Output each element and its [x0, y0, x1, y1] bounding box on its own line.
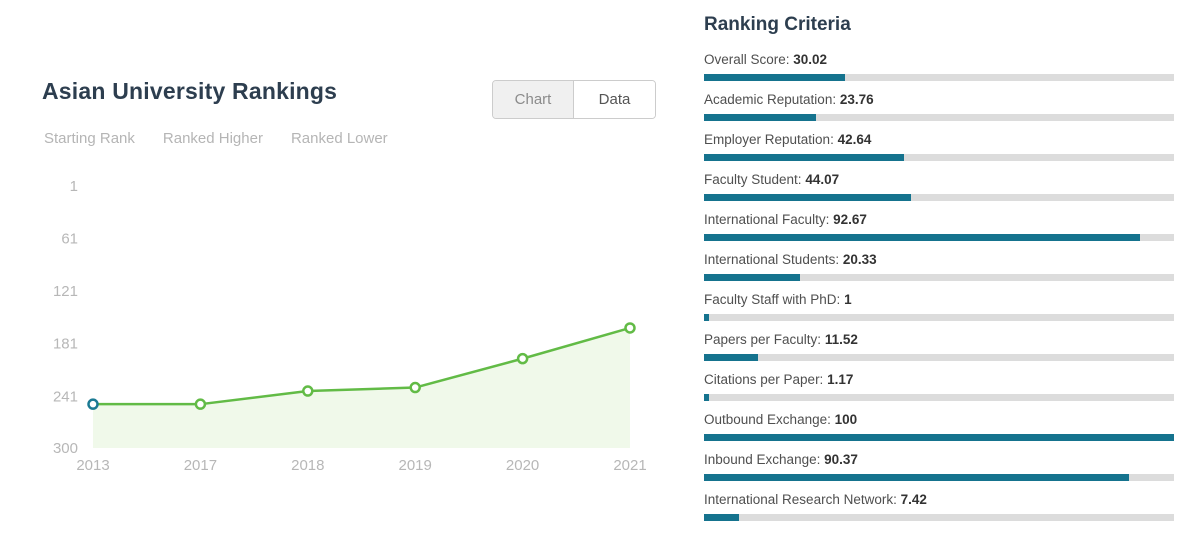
rank-point	[624, 322, 636, 334]
criteria-item: Faculty Student: 44.07	[704, 172, 1174, 201]
legend-item-ranked-lower[interactable]: Ranked Lower	[290, 130, 388, 147]
rank-point	[409, 381, 421, 394]
criteria-bar-fill	[704, 74, 846, 81]
x-axis-tick-label: 2013	[76, 457, 109, 474]
criteria-bar-track	[704, 114, 1174, 121]
criteria-value: 23.76	[839, 92, 874, 107]
criteria-bar-track	[704, 434, 1174, 441]
criteria-bar-fill	[704, 234, 1140, 241]
chart-area: 1 61 121 181 241 300 2013 2017 2018 2019 2020 2021	[30, 170, 680, 482]
criteria-bar-fill	[704, 514, 739, 521]
criteria-bar-track	[704, 474, 1174, 481]
criteria-list: Overall Score: 30.02 Academic Reputation:…	[704, 52, 1174, 521]
data-tab[interactable]: Data	[574, 81, 655, 118]
criteria-value: 90.37	[824, 452, 858, 467]
y-axis-tick-label: 300	[53, 440, 78, 457]
criteria-bar-track	[704, 234, 1174, 241]
rank-line	[93, 326, 631, 406]
criteria-item: Overall Score: 30.02	[704, 52, 1174, 81]
y-axis-tick-label: 181	[53, 336, 78, 353]
criteria-label: International Research Network: 7.42	[704, 492, 927, 507]
criteria-bar-fill	[704, 154, 905, 161]
legend-item-ranked-higher[interactable]: Ranked Higher	[162, 130, 263, 147]
criteria-item: Papers per Faculty: 11.52	[704, 332, 1174, 361]
criteria-bar-fill	[704, 194, 912, 201]
criteria-value: 1	[844, 292, 852, 307]
criteria-bar-fill	[704, 394, 710, 401]
criteria-bar-fill	[704, 434, 1174, 441]
criteria-bar-track	[704, 354, 1174, 361]
x-axis-tick-label: 2017	[184, 457, 217, 474]
rank-point	[516, 352, 529, 365]
criteria-item: Faculty Staff with PhD: 1	[704, 292, 1174, 321]
rank-point	[194, 398, 207, 410]
criteria-item: Employer Reputation: 42.64	[704, 132, 1174, 161]
x-axis-tick-label: 2018	[291, 457, 324, 474]
criteria-bar-fill	[704, 114, 816, 121]
y-axis-tick-label: 241	[53, 388, 78, 405]
x-axis-tick-label: 2021	[613, 457, 646, 474]
x-axis-tick-label: 2019	[399, 457, 432, 474]
criteria-item: International Faculty: 92.67	[704, 212, 1174, 241]
criteria-bar-fill	[704, 354, 759, 361]
criteria-bar-track	[704, 74, 1174, 81]
criteria-bar-track	[704, 314, 1174, 321]
criteria-bar-track	[704, 194, 1174, 201]
criteria-bar-track	[704, 274, 1174, 281]
criteria-value: 42.64	[837, 132, 872, 147]
legend-item-starting-rank[interactable]: Starting Rank	[44, 130, 135, 147]
criteria-bar-fill	[704, 274, 800, 281]
criteria-bar-fill	[704, 314, 709, 321]
criteria-bar-fill	[704, 474, 1129, 481]
criteria-value: 92.67	[833, 212, 867, 227]
criteria-item: Citations per Paper: 1.17	[704, 372, 1174, 401]
criteria-value: 30.02	[793, 52, 828, 67]
page-title: Asian University Rankings	[42, 78, 338, 104]
view-toggle: Chart Data	[492, 80, 656, 119]
criteria-item: International Research Network: 7.42	[704, 492, 1174, 521]
criteria-value: 11.52	[824, 332, 858, 347]
criteria-bar-track	[704, 514, 1174, 521]
criteria-bar-track	[704, 394, 1174, 401]
criteria-item: Inbound Exchange: 90.37	[704, 452, 1174, 481]
criteria-item: Outbound Exchange: 100	[704, 412, 1174, 441]
criteria-item: International Students: 20.33	[704, 252, 1174, 281]
x-axis-tick-label: 2020	[506, 457, 539, 474]
criteria-value: 1.17	[827, 372, 854, 387]
criteria-item: Academic Reputation: 23.76	[704, 92, 1174, 121]
y-axis-tick-label: 1	[70, 178, 78, 195]
criteria-value: 7.42	[900, 492, 927, 507]
rank-point	[302, 385, 314, 397]
criteria-label: International Students: 20.33	[704, 252, 877, 267]
chart-tab[interactable]: Chart	[493, 81, 574, 118]
criteria-label: Overall Score: 30.02	[704, 52, 828, 67]
chart-legend: Starting Rank Ranked Higher Ranked Lower	[44, 130, 388, 147]
rank-area	[93, 327, 630, 448]
criteria-label: Inbound Exchange: 90.37	[704, 452, 858, 467]
criteria-value: 44.07	[805, 172, 840, 187]
criteria-label: Outbound Exchange: 100	[704, 412, 858, 427]
ranking-criteria-panel: Ranking Criteria Overall Score: 30.02 Aca…	[704, 14, 1174, 532]
criteria-value: 100	[834, 412, 858, 427]
start-rank-point	[87, 398, 99, 410]
y-axis-tick-label: 61	[61, 231, 78, 248]
criteria-label: Citations per Paper: 1.17	[704, 372, 854, 387]
criteria-bar-track	[704, 154, 1174, 161]
criteria-label: Papers per Faculty: 11.52	[704, 332, 858, 347]
criteria-label: Academic Reputation: 23.76	[704, 92, 874, 107]
criteria-title: Ranking Criteria	[704, 14, 851, 35]
criteria-label: Faculty Student: 44.07	[704, 172, 840, 187]
y-axis-tick-label: 121	[53, 283, 78, 300]
criteria-label: International Faculty: 92.67	[704, 212, 867, 227]
criteria-label: Faculty Staff with PhD: 1	[704, 292, 852, 307]
criteria-label: Employer Reputation: 42.64	[704, 132, 872, 147]
criteria-value: 20.33	[842, 252, 877, 267]
